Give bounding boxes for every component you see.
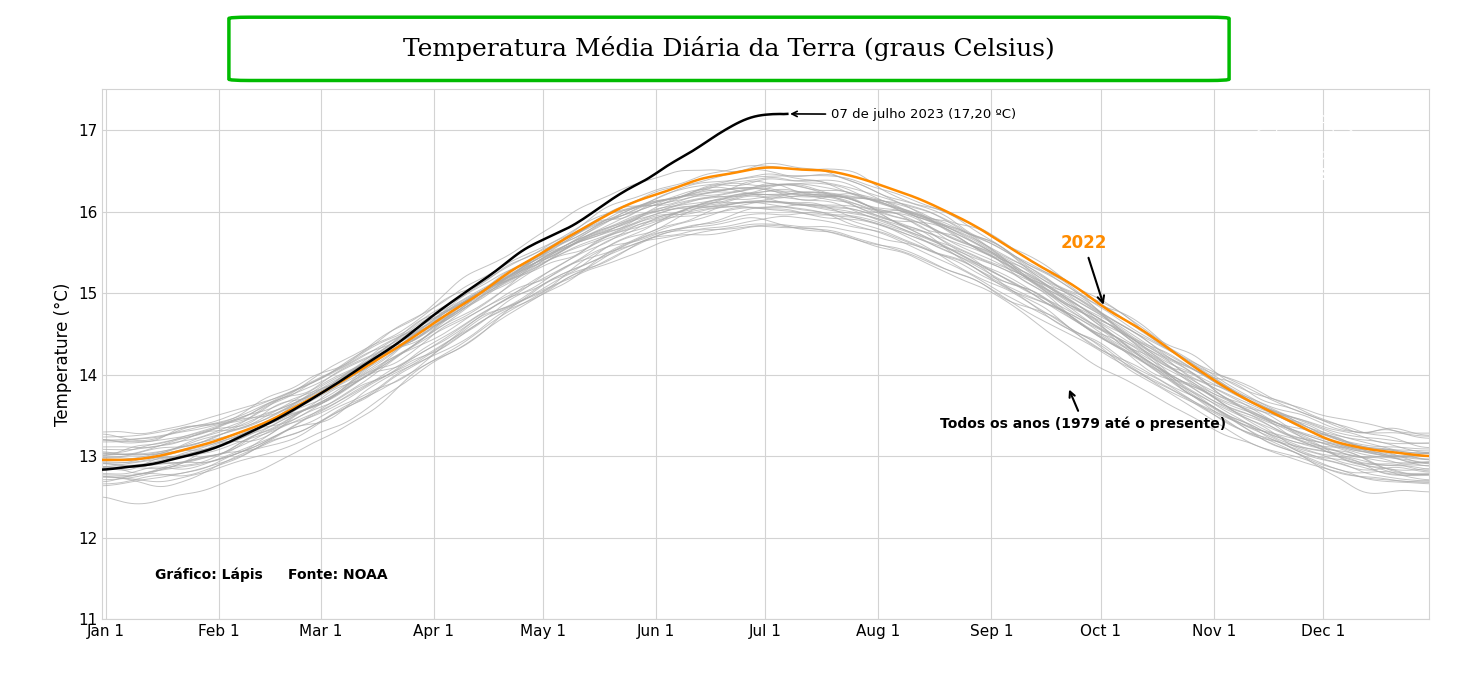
Text: Temperatura Média Diária da Terra (graus Celsius): Temperatura Média Diária da Terra (graus… — [402, 36, 1056, 61]
Text: Gráfico: Lápis: Gráfico: Lápis — [155, 568, 262, 582]
Text: 07 de julho 2023 (17,20 ºC): 07 de julho 2023 (17,20 ºC) — [792, 108, 1016, 121]
Text: Fonte: NOAA: Fonte: NOAA — [287, 568, 388, 582]
Y-axis label: Temperature (°C): Temperature (°C) — [54, 283, 73, 426]
Text: Todos os anos (1979 até o presente): Todos os anos (1979 até o presente) — [940, 391, 1226, 431]
Text: 2022: 2022 — [1060, 235, 1107, 303]
FancyBboxPatch shape — [229, 17, 1229, 80]
Text: LAPIS: LAPIS — [1280, 168, 1330, 183]
